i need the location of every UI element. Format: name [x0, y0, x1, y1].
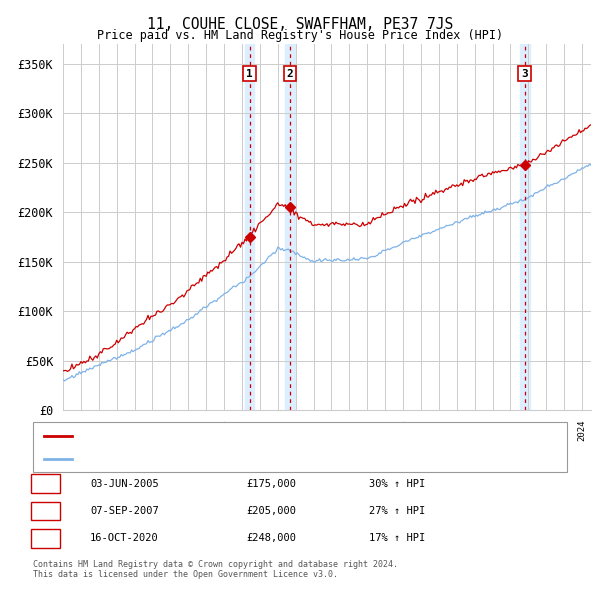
- Text: 16-OCT-2020: 16-OCT-2020: [90, 533, 159, 543]
- Text: 2: 2: [286, 68, 293, 78]
- Text: 27% ↑ HPI: 27% ↑ HPI: [369, 506, 425, 516]
- Text: £205,000: £205,000: [246, 506, 296, 516]
- Text: 11, COUHE CLOSE, SWAFFHAM, PE37 7JS: 11, COUHE CLOSE, SWAFFHAM, PE37 7JS: [147, 17, 453, 31]
- Text: HPI: Average price, semi-detached house, Breckland: HPI: Average price, semi-detached house,…: [78, 454, 378, 464]
- Text: 11, COUHE CLOSE, SWAFFHAM, PE37 7JS (semi-detached house): 11, COUHE CLOSE, SWAFFHAM, PE37 7JS (sem…: [78, 431, 420, 441]
- Text: 1: 1: [246, 68, 253, 78]
- Text: Price paid vs. HM Land Registry's House Price Index (HPI): Price paid vs. HM Land Registry's House …: [97, 30, 503, 42]
- Text: £175,000: £175,000: [246, 479, 296, 489]
- Bar: [285, 44, 295, 410]
- Text: 2: 2: [43, 506, 49, 516]
- Text: 3: 3: [521, 68, 528, 78]
- Text: Contains HM Land Registry data © Crown copyright and database right 2024.
This d: Contains HM Land Registry data © Crown c…: [33, 560, 398, 579]
- Text: 03-JUN-2005: 03-JUN-2005: [90, 479, 159, 489]
- Text: 3: 3: [43, 533, 49, 543]
- Text: 1: 1: [43, 479, 49, 489]
- Bar: [520, 44, 530, 410]
- Bar: [245, 44, 254, 410]
- Text: £248,000: £248,000: [246, 533, 296, 543]
- Text: 07-SEP-2007: 07-SEP-2007: [90, 506, 159, 516]
- Text: 17% ↑ HPI: 17% ↑ HPI: [369, 533, 425, 543]
- Text: 30% ↑ HPI: 30% ↑ HPI: [369, 479, 425, 489]
